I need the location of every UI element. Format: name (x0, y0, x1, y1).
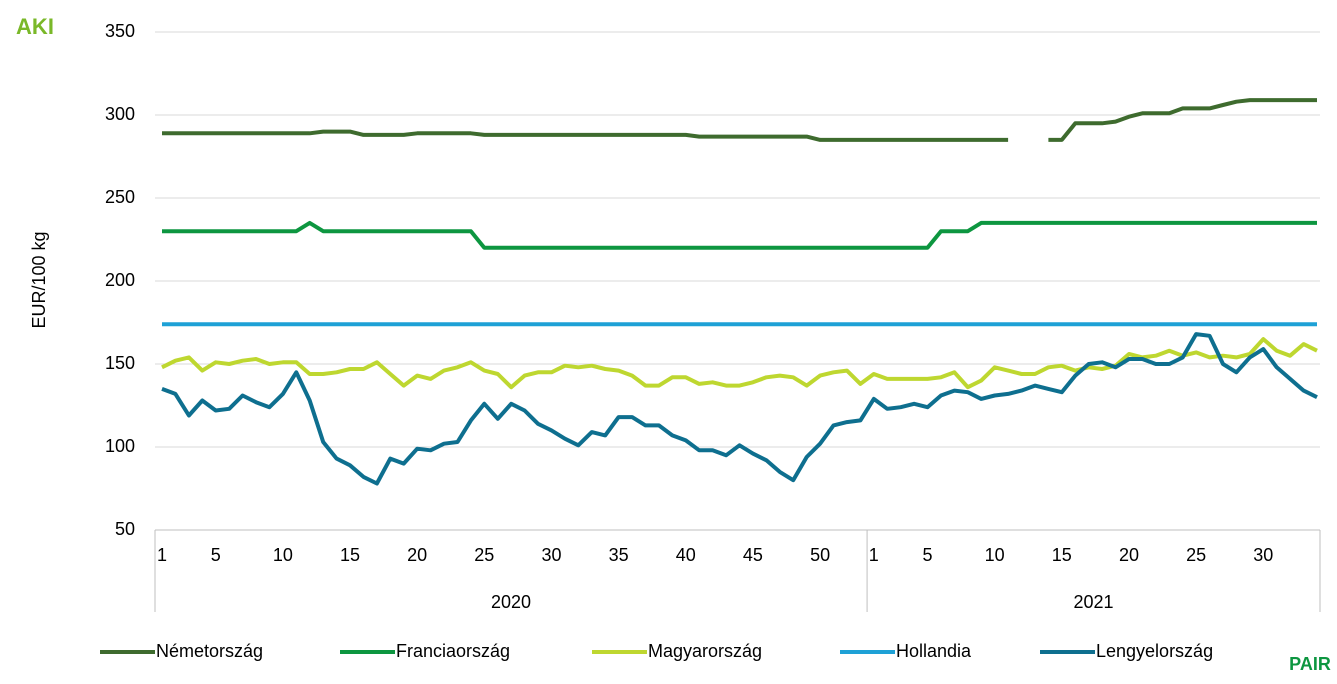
x-tick-label: 30 (541, 545, 561, 565)
x-tick-label: 15 (340, 545, 360, 565)
y-tick-label: 150 (105, 353, 135, 373)
series-line (162, 98, 1317, 142)
legend-label: Hollandia (896, 641, 972, 661)
x-tick-label: 5 (923, 545, 933, 565)
series-line (161, 337, 1318, 390)
x-tick-label: 20 (407, 545, 427, 565)
y-tick-label: 100 (105, 436, 135, 456)
x-tick-label: 1 (157, 545, 167, 565)
x-group-label: 2020 (491, 592, 531, 612)
legend-label: Magyarország (648, 641, 762, 661)
series-line (161, 332, 1318, 486)
y-tick-label: 250 (105, 187, 135, 207)
x-tick-label: 35 (609, 545, 629, 565)
x-tick-label: 5 (211, 545, 221, 565)
y-tick-label: 300 (105, 104, 135, 124)
series-line (162, 220, 1317, 250)
x-tick-label: 40 (676, 545, 696, 565)
x-tick-label: 30 (1253, 545, 1273, 565)
x-tick-label: 20 (1119, 545, 1139, 565)
x-tick-label: 25 (1186, 545, 1206, 565)
x-tick-label: 10 (273, 545, 293, 565)
legend-label: Franciaország (396, 641, 510, 661)
y-tick-label: 350 (105, 21, 135, 41)
x-tick-label: 15 (1052, 545, 1072, 565)
y-tick-label: 50 (115, 519, 135, 539)
logo-bottom: PAIR (1289, 654, 1331, 674)
x-tick-label: 45 (743, 545, 763, 565)
x-tick-label: 10 (985, 545, 1005, 565)
y-tick-label: 200 (105, 270, 135, 290)
x-tick-label: 50 (810, 545, 830, 565)
x-tick-label: 1 (869, 545, 879, 565)
legend-label: Németország (156, 641, 263, 661)
legend-label: Lengyelország (1096, 641, 1213, 661)
x-tick-label: 25 (474, 545, 494, 565)
logo-top: AKI (16, 14, 54, 39)
y-axis-label: EUR/100 kg (29, 231, 49, 328)
x-group-label: 2021 (1074, 592, 1114, 612)
